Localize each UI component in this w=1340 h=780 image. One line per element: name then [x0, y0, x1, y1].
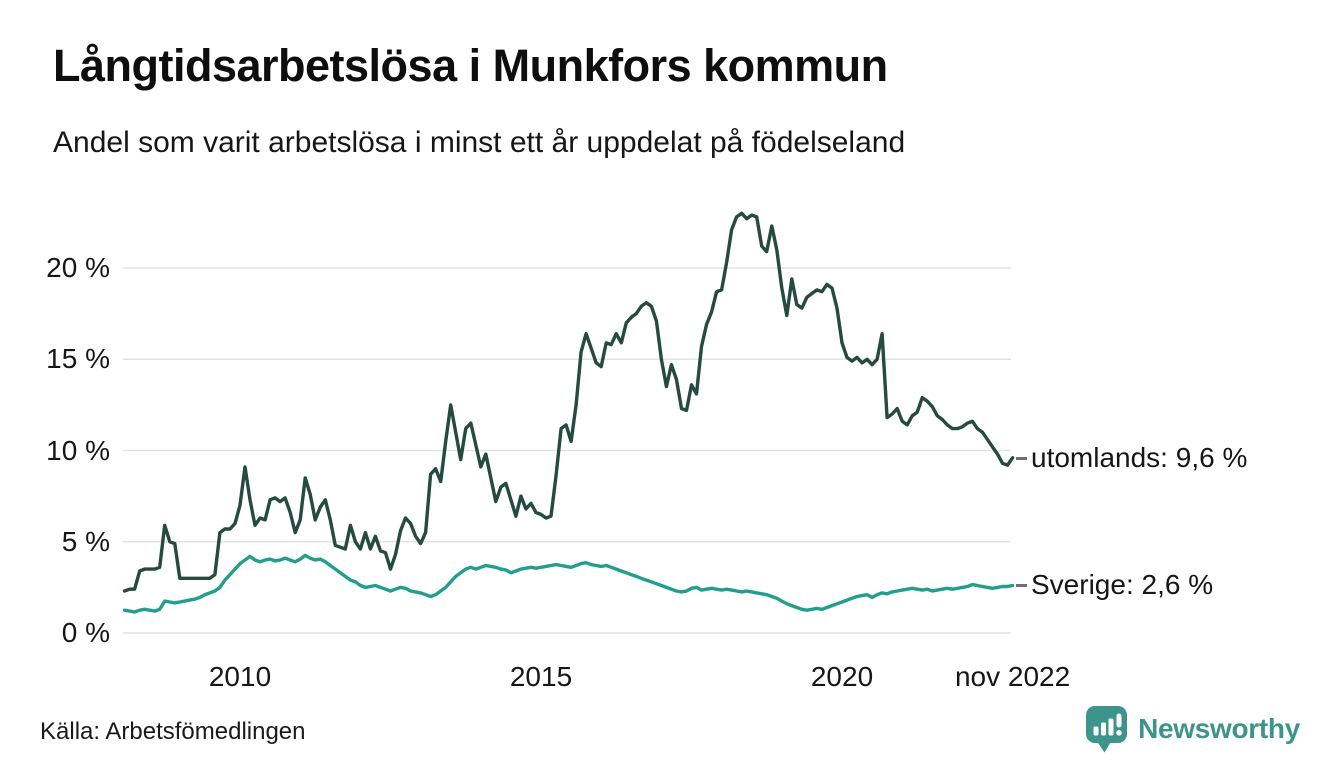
y-axis-tick-label: 10 % — [46, 434, 110, 466]
logo-bar-1 — [1093, 726, 1099, 736]
y-axis-tick-label: 15 % — [46, 343, 110, 375]
series-lines — [122, 211, 1015, 614]
logo-exclamation-stem — [1116, 713, 1122, 728]
utomlands-line — [122, 211, 1015, 593]
gridlines — [123, 267, 1011, 634]
logo-bar-2 — [1101, 722, 1107, 736]
newsworthy-brand: Newsworthy — [1084, 704, 1300, 754]
chart-title: Långtidsarbetslösa i Munkfors kommun — [53, 40, 888, 91]
x-axis-tick-label: 2015 — [509, 661, 573, 692]
x-axis-tick-label: 2010 — [208, 661, 272, 692]
chart-subtitle: Andel som varit arbetslösa i minst ett å… — [53, 126, 906, 159]
logo-bar-3 — [1108, 718, 1114, 736]
logo-exclamation-dot — [1116, 730, 1122, 736]
x-axis-tick-label: 2020 — [810, 661, 874, 692]
y-axis-tick-label: 0 % — [61, 617, 110, 648]
newsworthy-brand-text: Newsworthy — [1138, 713, 1300, 744]
x-axis-tick-label: nov 2022 — [954, 661, 1071, 692]
newsworthy-logo-icon — [1086, 706, 1128, 753]
series-end-label-sverige-text: Sverige: 2,6 % — [1031, 569, 1214, 600]
y-axis-tick-label: 5 % — [61, 525, 110, 557]
label-connector-dash — [1016, 456, 1027, 460]
series-end-label-sverige: Sverige: 2,6 % — [1016, 568, 1213, 602]
sverige-line — [122, 553, 1015, 614]
source-attribution: Källa: Arbetsfömedlingen — [40, 718, 306, 745]
y-axis-tick-label: 20 % — [46, 252, 110, 283]
label-connector-dash — [1016, 583, 1027, 587]
series-end-label-utomlands: utomlands: 9,6 % — [1016, 441, 1247, 475]
series-end-label-utomlands-text: utomlands: 9,6 % — [1031, 442, 1248, 473]
